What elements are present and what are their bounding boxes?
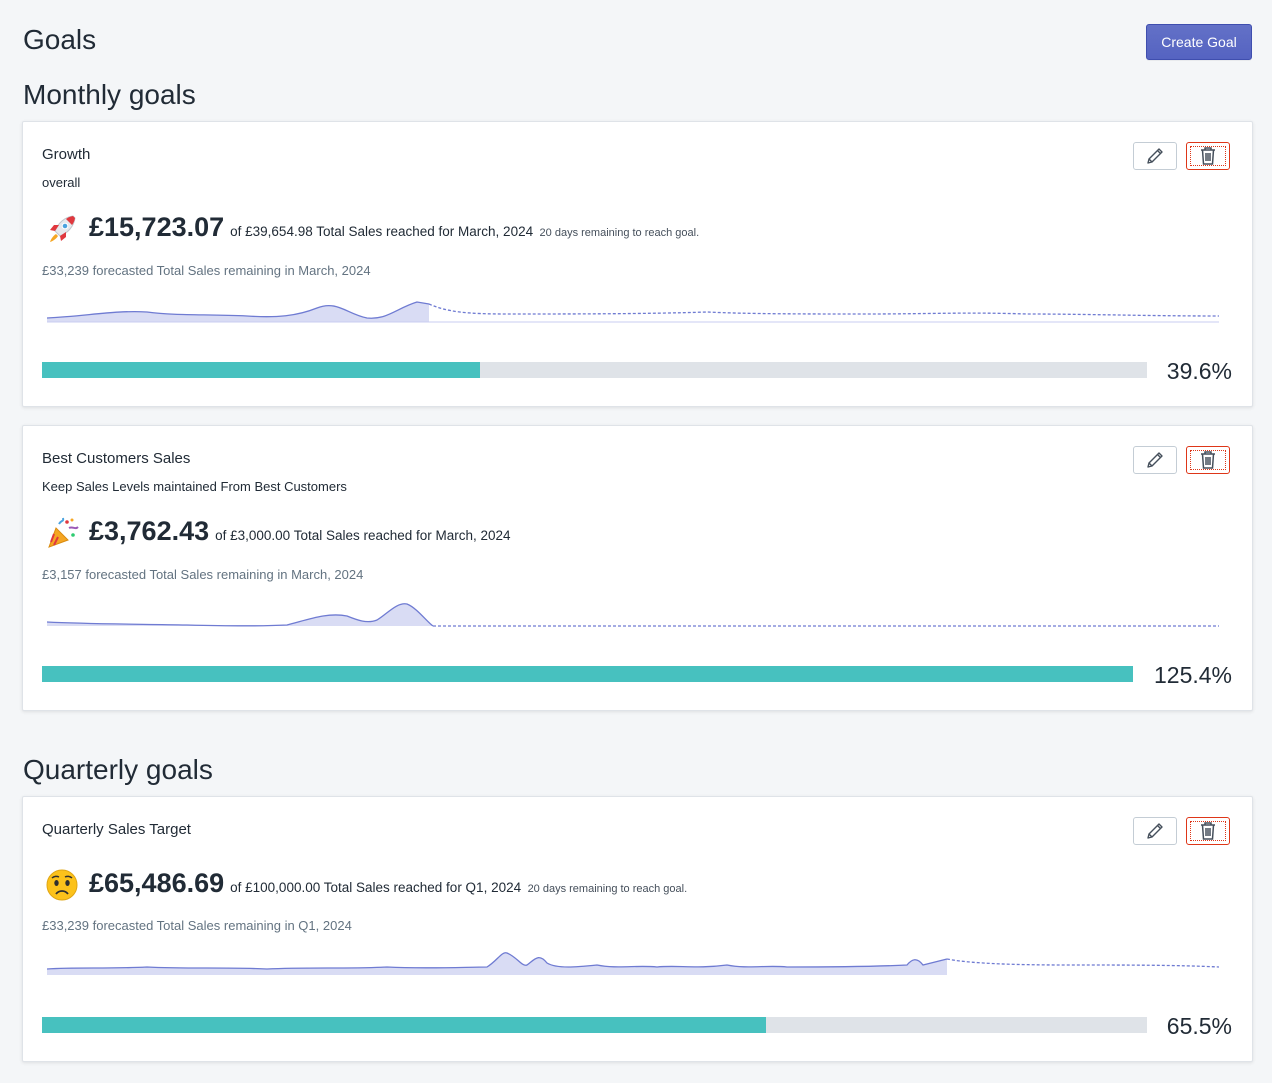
trash-icon [1201,451,1215,469]
worried-face-icon [46,869,78,901]
goal-card-growth: Growth overall £15,723.07 of £39,654.98 T… [22,121,1253,407]
delete-goal-button[interactable] [1186,142,1230,170]
rocket-icon [50,215,76,242]
delete-goal-button[interactable] [1186,817,1230,845]
goal-card-quarterly: Quarterly Sales Target £65,486.69 of £100… [22,796,1253,1062]
goal-amount-line: £15,723.07 of £39,654.98 Total Sales reac… [89,212,699,243]
goal-card-best-customers: Best Customers Sales Keep Sales Levels m… [22,425,1253,711]
forecast-text: £3,157 forecasted Total Sales remaining … [42,567,364,582]
trash-icon [1201,147,1215,165]
goal-progress-bar [42,362,1147,378]
sales-sparkline [47,301,1219,323]
goal-progress-bar [42,666,1133,682]
forecast-text: £33,239 forecasted Total Sales remaining… [42,918,352,933]
pencil-icon [1147,148,1163,164]
goal-target-text: of £3,000.00 Total Sales reached for Mar… [215,528,511,543]
edit-goal-button[interactable] [1133,446,1177,474]
goal-subtitle: Keep Sales Levels maintained From Best C… [42,479,347,494]
goal-title: Best Customers Sales [42,450,191,467]
create-goal-button[interactable]: Create Goal [1146,24,1252,60]
goal-amount-line: £65,486.69 of £100,000.00 Total Sales rea… [89,868,687,899]
goal-title: Growth [42,146,91,163]
edit-goal-button[interactable] [1133,817,1177,845]
trash-icon [1201,822,1215,840]
goal-percent: 39.6% [1166,358,1232,384]
goal-subtitle: overall [42,175,81,190]
pencil-icon [1147,452,1163,468]
quarterly-goals-heading: Quarterly goals [23,754,213,785]
goal-amount: £15,723.07 [89,212,225,242]
goal-target-text: of £39,654.98 Total Sales reached for Ma… [230,224,534,239]
goal-progress-bar [42,1017,1147,1033]
goal-percent: 125.4% [1153,662,1232,688]
goal-title: Quarterly Sales Target [42,821,191,838]
edit-goal-button[interactable] [1133,142,1177,170]
delete-goal-button[interactable] [1186,446,1230,474]
goal-target-text: of £100,000.00 Total Sales reached for Q… [230,880,522,895]
pencil-icon [1147,823,1163,839]
goal-percent: 65.5% [1166,1013,1232,1039]
goal-amount-line: £3,762.43 of £3,000.00 Total Sales reache… [89,516,511,547]
goal-progress-fill [42,666,1133,682]
goal-progress-fill [42,1017,766,1033]
page-title: Goals [23,24,97,55]
sales-sparkline [47,952,1219,975]
party-popper-icon [48,517,79,548]
sales-sparkline [47,603,1219,627]
days-remaining-text: 20 days remaining to reach goal. [539,227,700,239]
monthly-goals-heading: Monthly goals [23,79,196,110]
forecast-text: £33,239 forecasted Total Sales remaining… [42,263,371,278]
goal-amount: £3,762.43 [89,516,210,546]
goal-amount: £65,486.69 [89,868,225,898]
days-remaining-text: 20 days remaining to reach goal. [527,883,688,895]
goal-progress-fill [42,362,480,378]
